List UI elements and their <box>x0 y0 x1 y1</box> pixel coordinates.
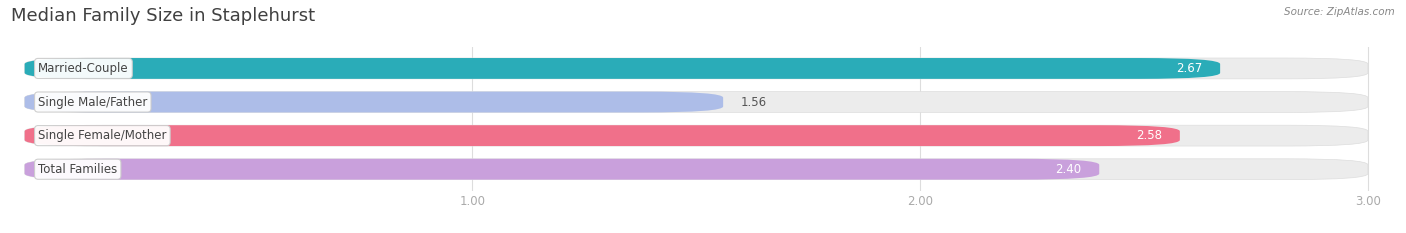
FancyBboxPatch shape <box>25 92 723 113</box>
Text: 2.58: 2.58 <box>1136 129 1161 142</box>
Text: 1.56: 1.56 <box>741 96 768 109</box>
Text: 2.40: 2.40 <box>1056 163 1081 176</box>
FancyBboxPatch shape <box>25 125 1368 146</box>
FancyBboxPatch shape <box>25 159 1099 180</box>
Text: Single Female/Mother: Single Female/Mother <box>38 129 167 142</box>
FancyBboxPatch shape <box>25 92 1368 113</box>
Text: Married-Couple: Married-Couple <box>38 62 129 75</box>
FancyBboxPatch shape <box>25 58 1220 79</box>
Text: Total Families: Total Families <box>38 163 117 176</box>
Text: Source: ZipAtlas.com: Source: ZipAtlas.com <box>1284 7 1395 17</box>
FancyBboxPatch shape <box>25 58 1368 79</box>
Text: Single Male/Father: Single Male/Father <box>38 96 148 109</box>
Text: Median Family Size in Staplehurst: Median Family Size in Staplehurst <box>11 7 315 25</box>
FancyBboxPatch shape <box>25 125 1180 146</box>
Text: 2.67: 2.67 <box>1175 62 1202 75</box>
FancyBboxPatch shape <box>25 159 1368 180</box>
